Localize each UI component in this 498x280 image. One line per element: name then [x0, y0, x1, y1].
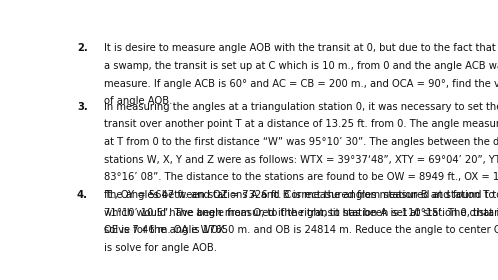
Text: at T from 0 to the first distance “W” was 95°10’ 30”. The angles between the dis: at T from 0 to the first distance “W” wa… — [104, 137, 498, 147]
Text: is solve for angle AOB.: is solve for angle AOB. — [104, 243, 217, 253]
Text: transit over another point T at a distance of 13.25 ft. from 0. The angle measur: transit over another point T at a distan… — [104, 119, 498, 129]
Text: It is desire to measure angle AOB with the transit at 0, but due to the fact tha: It is desire to measure angle AOB with t… — [104, 43, 498, 53]
Text: measure. If angle ACB is 60° and AC = CB = 200 m., and OCA = 90°, find the value: measure. If angle ACB is 60° and AC = CB… — [104, 79, 498, 89]
Text: 3.: 3. — [77, 102, 88, 111]
Text: ft., OY = 5647 ft. and OZ = 7326 ft. Correct the angles measured at station T to: ft., OY = 5647 ft. and OZ = 7326 ft. Cor… — [104, 190, 498, 200]
Text: OE is 7.46 m. OA is 17650 m. and OB is 24814 m. Reduce the angle to center O tha: OE is 7.46 m. OA is 17650 m. and OB is 2… — [104, 225, 498, 235]
Text: 2.: 2. — [77, 43, 88, 53]
Text: which would have been measured if the transit has been set at station 0, that is: which would have been measured if the tr… — [104, 207, 498, 218]
Text: a swamp, the transit is set up at C which is 10 m., from 0 and the angle ACB was: a swamp, the transit is set up at C whic… — [104, 61, 498, 71]
Text: The angles between stations A and B is measured from station B and found to be: The angles between stations A and B is m… — [104, 190, 498, 200]
Text: 71°10’ 10.5”. The angle from O; to the right, to station A is 110°15’. The dista: 71°10’ 10.5”. The angle from O; to the r… — [104, 207, 498, 218]
Text: solve for the angle WOX.: solve for the angle WOX. — [104, 225, 228, 235]
Text: 4.: 4. — [77, 190, 88, 200]
Text: In measuring the angles at a triangulation station 0, it was necessary to set th: In measuring the angles at a triangulati… — [104, 102, 498, 111]
Text: of angle AOB.: of angle AOB. — [104, 96, 172, 106]
Text: stations W, X, Y and Z were as follows: WTX = 39°37‘48”, XTY = 69°04’ 20”, YTZ =: stations W, X, Y and Z were as follows: … — [104, 155, 498, 165]
Text: 83°16’ 08”. The distance to the stations are found to be OW = 8949 ft., OX = 143: 83°16’ 08”. The distance to the stations… — [104, 172, 498, 182]
